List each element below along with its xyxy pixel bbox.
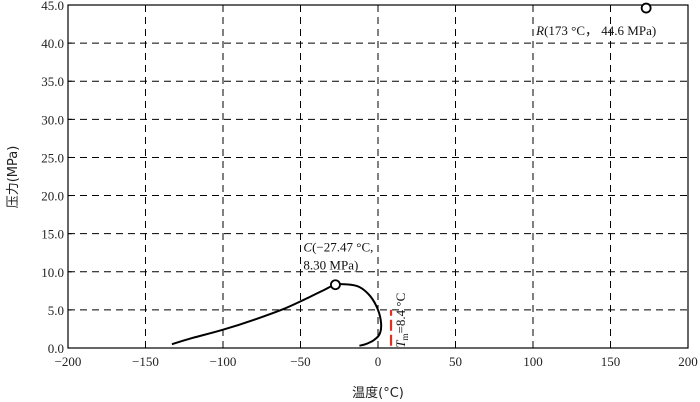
y-tick-label: 5.0 — [48, 303, 64, 318]
phase-curve — [171, 283, 383, 347]
y-tick-label: 35.0 — [41, 74, 64, 89]
x-tick-label: −100 — [210, 354, 237, 369]
tm-label: Tm=8.4 °C — [393, 293, 410, 348]
x-tick-label: −200 — [55, 354, 82, 369]
x-tick-label: 0 — [375, 354, 382, 369]
y-tick-label: 25.0 — [41, 150, 64, 165]
y-tick-label: 45.0 — [41, 0, 64, 13]
point-r-label: R(173 °C， 44.6 MPa) — [535, 23, 656, 38]
y-axis-ticks: 0.0 5.0 10.0 15.0 20.0 25.0 30.0 35.0 40.0 45.0 — [41, 0, 72, 356]
y-tick-label: 20.0 — [41, 189, 64, 204]
point-c-label-line1: C(−27.47 °C, — [303, 240, 373, 255]
y-tick-label: 40.0 — [41, 36, 64, 51]
y-tick-label: 30.0 — [41, 112, 64, 127]
grid-lines — [68, 5, 688, 348]
annotated-points: Tm=8.4 °C C(−27.47 °C, 8.30 MPa) R(173 °C， … — [303, 2, 656, 348]
point-c-marker — [330, 279, 341, 291]
point-r-marker — [640, 2, 652, 14]
point-c-label-line2: 8.30 MPa) — [303, 258, 358, 273]
x-tick-label: 50 — [449, 354, 462, 369]
x-tick-label: 150 — [601, 354, 621, 369]
y-tick-label: 0.0 — [48, 341, 64, 356]
x-tick-label: 100 — [523, 354, 543, 369]
x-tick-label: 200 — [678, 354, 698, 369]
x-tick-label: −150 — [132, 354, 159, 369]
x-tick-label: −50 — [290, 354, 310, 369]
x-axis-label: 温度(°C) — [352, 385, 404, 401]
y-tick-label: 10.0 — [41, 265, 64, 280]
x-axis-ticks: −200 −150 −100 −50 0 50 100 150 200 — [55, 344, 698, 369]
y-tick-label: 15.0 — [41, 227, 64, 242]
y-axis-label: 压力(MPa) — [6, 146, 21, 209]
